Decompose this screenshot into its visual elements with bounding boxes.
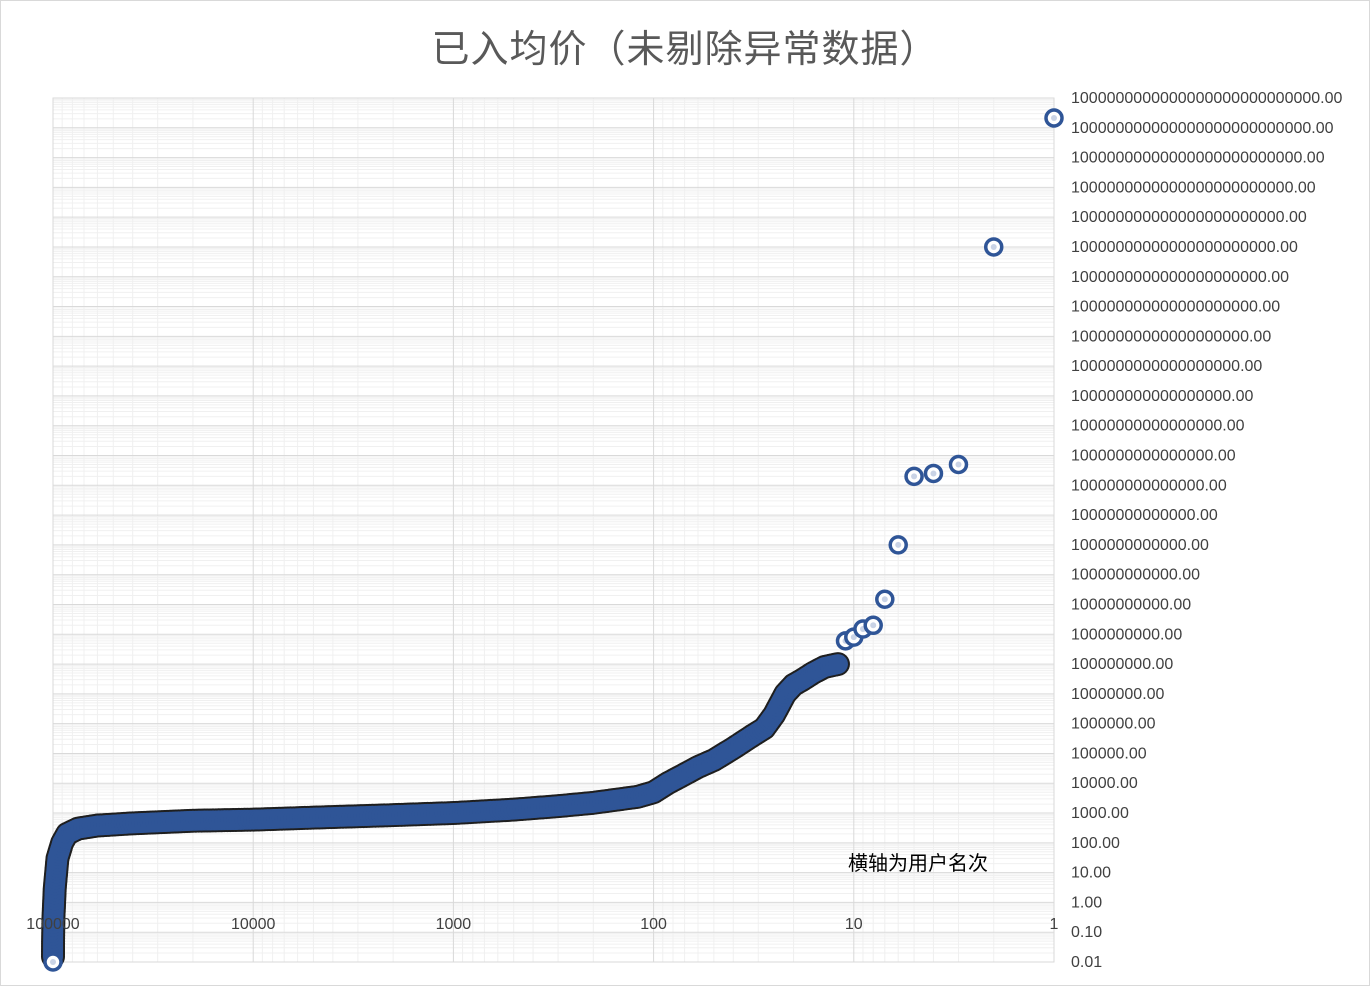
y-tick-label: 1000.00 xyxy=(1071,805,1129,822)
y-tick-label: 10000000000.00 xyxy=(1071,596,1191,613)
x-tick-label: 100 xyxy=(640,916,667,933)
y-tick-label: 0.10 xyxy=(1071,924,1102,941)
data-series xyxy=(41,652,850,969)
y-tick-label: 100000000000000.00 xyxy=(1071,477,1227,494)
outlier-point-center xyxy=(870,622,877,629)
outlier-point-center xyxy=(50,959,56,965)
y-tick-label: 1000000000000000000.00 xyxy=(1071,358,1262,375)
y-tick-label: 1000000000000.00 xyxy=(1071,537,1209,554)
y-tick-label: 10000000000000.00 xyxy=(1071,507,1218,524)
x-tick-label: 10000 xyxy=(231,916,276,933)
outlier-point-center xyxy=(911,473,918,480)
outlier-point-center xyxy=(955,461,962,468)
y-tick-label: 10000000000000000000.00 xyxy=(1071,328,1271,345)
x-tick-label: 1 xyxy=(1050,916,1059,933)
outlier-point-center xyxy=(895,541,902,548)
outlier-point-center xyxy=(1051,115,1057,121)
outlier-points xyxy=(43,108,1064,972)
x-tick-label: 1000 xyxy=(436,916,472,933)
x-axis-note: 横轴为用户名次 xyxy=(848,851,988,875)
data-point xyxy=(827,654,848,675)
y-tick-label: 1.00 xyxy=(1071,894,1102,911)
y-tick-label: 10000000.00 xyxy=(1071,686,1165,703)
y-tick-label: 10000000000000000.00 xyxy=(1071,418,1245,435)
y-tick-label: 10.00 xyxy=(1071,865,1111,882)
outlier-point-center xyxy=(850,634,857,641)
y-tick-label: 100000000000000000000000000.00 xyxy=(1071,120,1334,137)
chart-title: 已入均价（未剔除异常数据） xyxy=(431,27,939,71)
y-tick-label: 100000000000.00 xyxy=(1071,567,1200,584)
x-axis-tick-labels: 100000 10000 1000 100 10 1 xyxy=(26,916,1058,933)
y-tick-label: 1000000000000000000000000000.00 xyxy=(1071,90,1343,107)
y-tick-label: 100000000000000000000.00 xyxy=(1071,299,1280,316)
plot-area xyxy=(52,97,1055,963)
y-tick-label: 1000000.00 xyxy=(1071,716,1156,733)
y-tick-label: 10000.00 xyxy=(1071,775,1138,792)
y-tick-label: 1000000000000000000000.00 xyxy=(1071,269,1289,286)
y-tick-label: 1000000000000000.00 xyxy=(1071,448,1236,465)
y-tick-label: 100000.00 xyxy=(1071,745,1147,762)
y-tick-label: 100.00 xyxy=(1071,835,1120,852)
y-tick-label: 100000000000000000000000.00 xyxy=(1071,209,1307,226)
grid-minor xyxy=(53,98,1054,962)
y-tick-label: 10000000000000000000000.00 xyxy=(1071,239,1298,256)
x-tick-label: 100000 xyxy=(26,916,79,933)
x-tick-label: 10 xyxy=(845,916,863,933)
outlier-point-center xyxy=(930,470,937,477)
y-tick-label: 1000000000.00 xyxy=(1071,626,1182,643)
outlier-point-center xyxy=(990,243,997,250)
y-tick-label: 100000000000000000.00 xyxy=(1071,388,1254,405)
y-axis-tick-labels: 0.01 0.10 1.00 10.00 100.00 1000.00 10000.00 10… xyxy=(1071,90,1343,971)
outlier-point-center xyxy=(881,596,888,603)
y-tick-label: 0.01 xyxy=(1071,954,1102,971)
y-tick-label: 1000000000000000000000000.00 xyxy=(1071,179,1316,196)
y-tick-label: 100000000.00 xyxy=(1071,656,1173,673)
y-tick-label: 10000000000000000000000000.00 xyxy=(1071,150,1325,167)
